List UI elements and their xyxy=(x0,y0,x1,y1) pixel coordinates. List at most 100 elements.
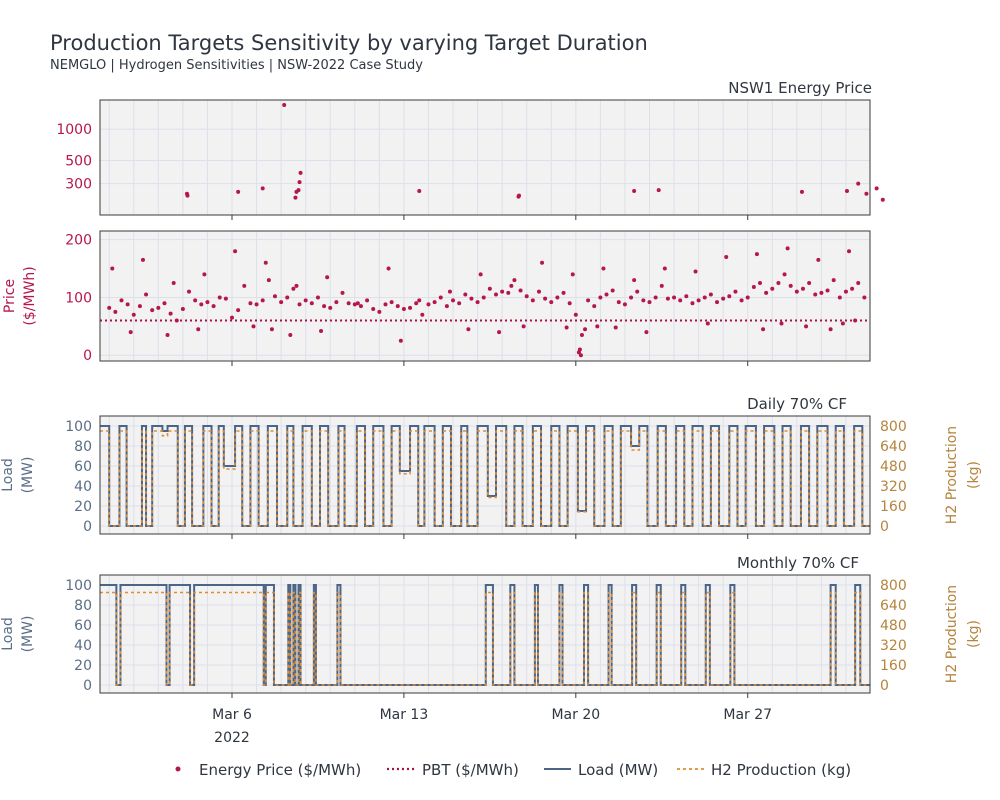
price-point xyxy=(432,300,437,305)
price-point xyxy=(693,269,698,274)
monthly-h2-tick-label: 480 xyxy=(880,618,907,634)
monthly-frame xyxy=(99,574,871,694)
daily-load-tick-label: 0 xyxy=(83,519,92,535)
price-point xyxy=(715,300,720,305)
price-point xyxy=(144,292,149,297)
legend-load-label: Load (MW) xyxy=(578,761,658,779)
price-point xyxy=(684,294,689,299)
price-point xyxy=(831,278,836,283)
price-point xyxy=(573,312,578,317)
price-point xyxy=(583,327,588,332)
price-point xyxy=(813,292,818,297)
price-point xyxy=(309,301,314,306)
price-point xyxy=(395,304,400,309)
x-tick-label: Mar 27 xyxy=(723,707,772,723)
price-point xyxy=(776,281,781,285)
price-point xyxy=(291,286,296,291)
price-point xyxy=(358,304,363,309)
price-tick-label: 100 xyxy=(65,290,92,306)
price-point xyxy=(438,295,443,300)
price-tick-label: 200 xyxy=(65,233,92,249)
price-point xyxy=(856,281,861,285)
price-high-point xyxy=(293,195,298,200)
daily-frame xyxy=(99,415,871,535)
price-point xyxy=(279,300,284,305)
price-point xyxy=(494,292,498,297)
price-point xyxy=(319,328,324,333)
price-point xyxy=(352,302,357,307)
price-point xyxy=(758,281,762,285)
daily-title: Daily 70% CF xyxy=(747,395,847,413)
price-point xyxy=(481,295,486,300)
price-point xyxy=(386,266,391,271)
daily-h2-tick-label: 480 xyxy=(880,459,907,475)
price-point xyxy=(497,330,502,335)
price-point xyxy=(570,272,575,277)
price-point xyxy=(696,298,701,303)
price-point xyxy=(843,289,848,294)
price-point xyxy=(315,295,320,300)
price-point xyxy=(233,249,238,254)
price-point xyxy=(171,281,176,285)
price-point xyxy=(125,302,130,307)
chart-subtitle: NEMGLO | Hydrogen Sensitivities | NSW-20… xyxy=(50,58,423,73)
price-point xyxy=(751,285,756,290)
price-point xyxy=(837,295,842,300)
price-point xyxy=(782,272,787,277)
price-point xyxy=(478,272,483,277)
price-point xyxy=(807,281,812,285)
price-point xyxy=(754,252,759,257)
daily-h2-tick-label: 160 xyxy=(880,499,907,515)
price-point xyxy=(217,295,222,300)
monthly-h2-tick-label: 160 xyxy=(880,658,907,674)
price-high-title: NSW1 Energy Price xyxy=(728,79,872,97)
price-point xyxy=(355,301,360,306)
price-high-point xyxy=(297,180,302,185)
daily-load-tick-label: 60 xyxy=(74,459,92,475)
price-point xyxy=(724,255,729,259)
price-point xyxy=(202,272,207,277)
price-point xyxy=(162,301,167,306)
price-point xyxy=(288,333,293,337)
price-high-frame xyxy=(99,99,871,216)
daily-h2-tick-label: 0 xyxy=(880,519,889,535)
price-point xyxy=(779,321,784,326)
monthly-h2-tick-label: 800 xyxy=(880,578,907,594)
price-point xyxy=(794,289,799,294)
price-point xyxy=(613,325,618,330)
price-high-point xyxy=(517,193,522,198)
price-high-point xyxy=(874,186,879,191)
price-point xyxy=(601,266,606,271)
price-point xyxy=(466,327,471,332)
price-point xyxy=(800,286,805,291)
daily-h2-line xyxy=(100,430,870,527)
legend: Energy Price ($/MWh) PBT ($/MWh) Load (MW)… xyxy=(175,761,851,779)
price-high-point xyxy=(282,103,287,108)
daily-h2-tick-label: 800 xyxy=(880,419,907,435)
daily-load-tick-label: 20 xyxy=(74,499,92,515)
x-tick-label: Mar 13 xyxy=(380,707,429,723)
daily-load-tick-label: 100 xyxy=(65,419,92,435)
price-point xyxy=(578,353,583,358)
price-point xyxy=(205,300,210,305)
price-point xyxy=(764,290,769,295)
price-point xyxy=(567,301,572,306)
price-point xyxy=(408,305,413,310)
price-point xyxy=(196,327,201,332)
price-point xyxy=(140,257,145,262)
price-high-point xyxy=(417,188,422,193)
monthly-h2-line xyxy=(100,591,870,686)
price-point xyxy=(862,295,867,300)
price-point xyxy=(644,330,649,335)
price-point xyxy=(137,304,142,309)
price-point xyxy=(530,298,535,303)
price-point xyxy=(444,304,449,309)
price-point xyxy=(622,302,627,307)
price-point xyxy=(131,312,136,317)
price-point xyxy=(180,307,185,311)
price-point xyxy=(678,298,683,303)
price-point xyxy=(662,266,667,271)
price-point xyxy=(524,294,529,299)
price-high-tick-label: 300 xyxy=(65,177,92,193)
